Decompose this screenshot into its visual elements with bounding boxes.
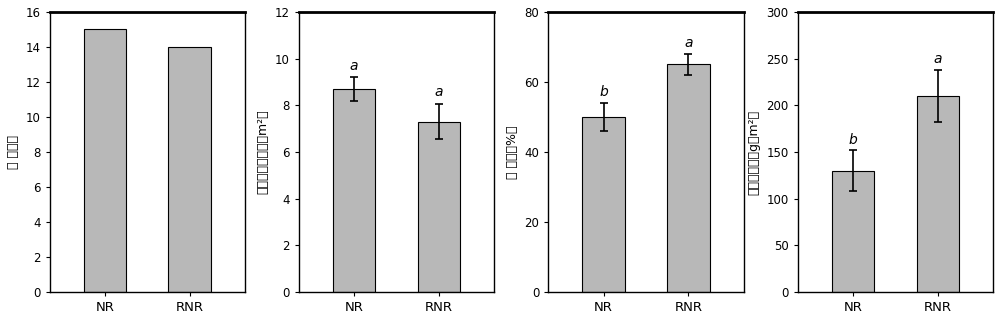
Y-axis label: 地上生物量（g／m²）: 地上生物量（g／m²） bbox=[748, 109, 761, 195]
Text: a: a bbox=[934, 52, 942, 66]
Y-axis label: 物种丰富度（种／m²）: 物种丰富度（种／m²） bbox=[256, 110, 269, 194]
Text: a: a bbox=[435, 85, 443, 100]
Text: b: b bbox=[849, 133, 857, 147]
Text: a: a bbox=[350, 59, 358, 73]
Bar bbox=[917, 96, 959, 292]
Bar bbox=[832, 171, 874, 292]
Bar bbox=[168, 47, 211, 292]
Bar bbox=[418, 122, 460, 292]
Text: b: b bbox=[599, 85, 608, 100]
Bar bbox=[84, 30, 126, 292]
Bar bbox=[582, 117, 625, 292]
Y-axis label: 总 盖度（%）: 总 盖度（%） bbox=[506, 125, 519, 179]
Bar bbox=[667, 65, 710, 292]
Bar bbox=[333, 89, 375, 292]
Y-axis label: 总 物种数: 总 物种数 bbox=[7, 135, 20, 169]
Text: a: a bbox=[684, 37, 693, 50]
